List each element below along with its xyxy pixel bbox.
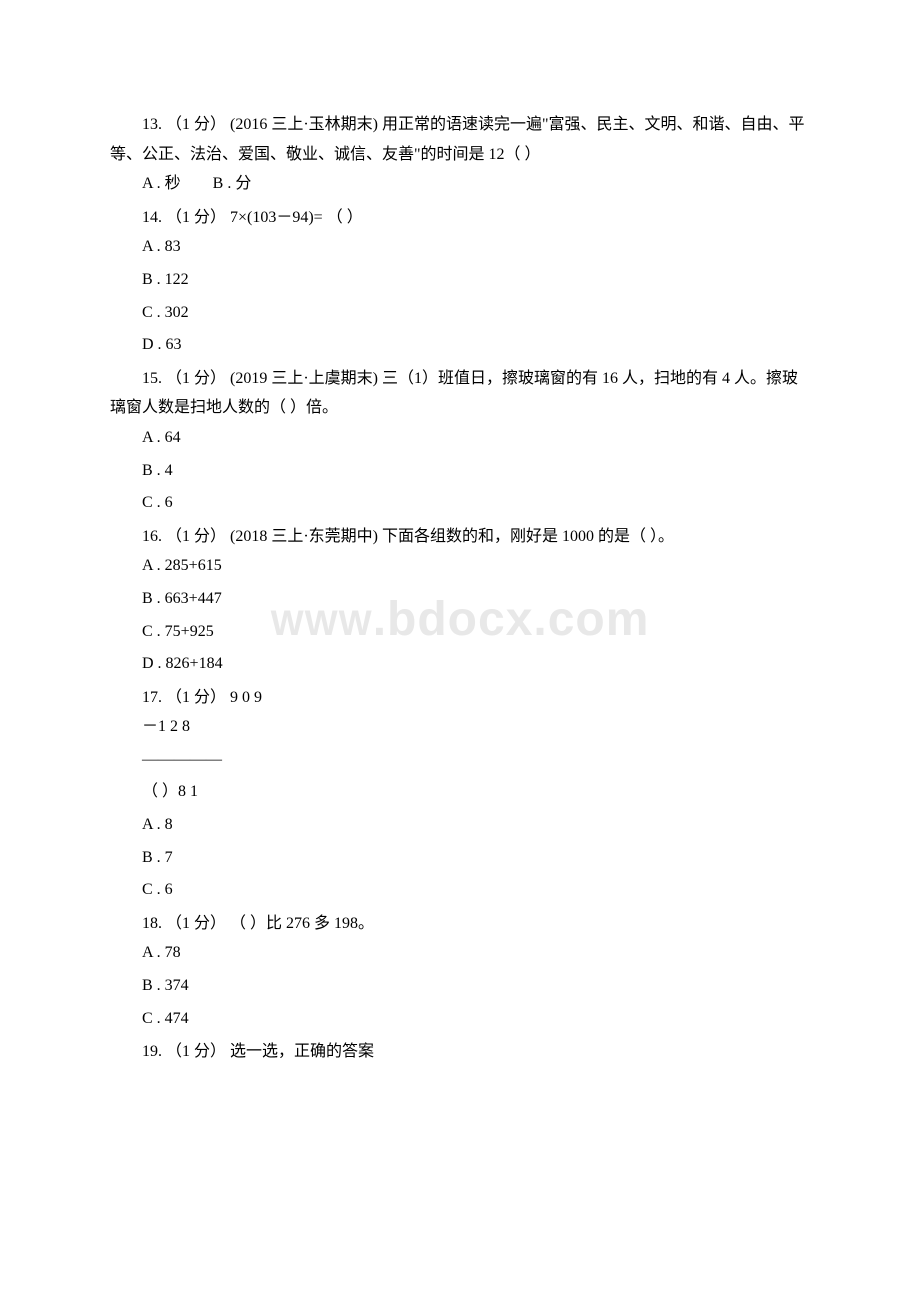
q13-options: A . 秒 B . 分 [110, 169, 810, 199]
question-17: 17. （1 分） 9 0 9 －1 2 8 ――――― （ ）8 1 A . … [110, 683, 810, 905]
q17-line2: －1 2 8 [110, 712, 810, 742]
q17-text: 17. （1 分） 9 0 9 [110, 683, 810, 713]
q16-optA: A . 285+615 [110, 551, 810, 581]
question-19: 19. （1 分） 选一选，正确的答案 [110, 1037, 810, 1067]
q17-optB: B . 7 [110, 843, 810, 873]
q16-optD: D . 826+184 [110, 649, 810, 679]
q19-text: 19. （1 分） 选一选，正确的答案 [110, 1037, 810, 1067]
q17-line4: （ ）8 1 [110, 777, 810, 807]
q18-optB: B . 374 [110, 971, 810, 1001]
document-content: 13. （1 分） (2016 三上·玉林期末) 用正常的语速读完一遍"富强、民… [110, 110, 810, 1067]
question-16: 16. （1 分） (2018 三上·东莞期中) 下面各组数的和，刚好是 100… [110, 522, 810, 679]
q14-optB: B . 122 [110, 265, 810, 295]
question-18: 18. （1 分） （ ）比 276 多 198。 A . 78 B . 374… [110, 909, 810, 1033]
q15-optB: B . 4 [110, 456, 810, 486]
q14-optD: D . 63 [110, 330, 810, 360]
q18-optC: C . 474 [110, 1004, 810, 1034]
question-13: 13. （1 分） (2016 三上·玉林期末) 用正常的语速读完一遍"富强、民… [110, 110, 810, 199]
q17-line3: ――――― [110, 745, 810, 775]
q13-text: 13. （1 分） (2016 三上·玉林期末) 用正常的语速读完一遍"富强、民… [110, 110, 810, 169]
q14-text: 14. （1 分） 7×(103－94)= （ ） [110, 203, 810, 233]
q16-optB: B . 663+447 [110, 584, 810, 614]
q17-optC: C . 6 [110, 875, 810, 905]
q18-optA: A . 78 [110, 938, 810, 968]
q17-optA: A . 8 [110, 810, 810, 840]
q14-optA: A . 83 [110, 232, 810, 262]
q14-optC: C . 302 [110, 298, 810, 328]
q15-optC: C . 6 [110, 488, 810, 518]
q15-text: 15. （1 分） (2019 三上·上虞期末) 三（1）班值日，擦玻璃窗的有 … [110, 364, 810, 423]
q16-optC: C . 75+925 [110, 617, 810, 647]
question-14: 14. （1 分） 7×(103－94)= （ ） A . 83 B . 122… [110, 203, 810, 360]
q15-optA: A . 64 [110, 423, 810, 453]
q18-text: 18. （1 分） （ ）比 276 多 198。 [110, 909, 810, 939]
question-15: 15. （1 分） (2019 三上·上虞期末) 三（1）班值日，擦玻璃窗的有 … [110, 364, 810, 518]
q16-text: 16. （1 分） (2018 三上·东莞期中) 下面各组数的和，刚好是 100… [110, 522, 810, 552]
